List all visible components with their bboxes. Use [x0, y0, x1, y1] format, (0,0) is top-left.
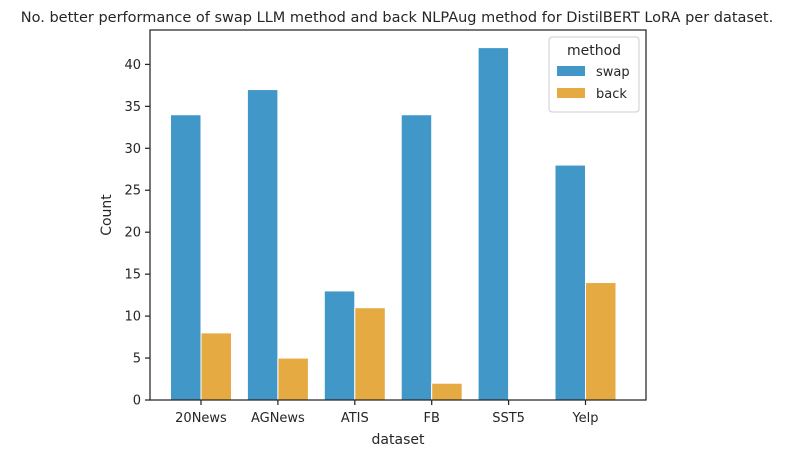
chart-title: No. better performance of swap LLM metho… — [21, 10, 773, 26]
bar-swap-20News — [170, 114, 202, 401]
x-axis-label: dataset — [372, 432, 425, 448]
bar-swap-FB — [400, 114, 433, 401]
plot-frame — [149, 29, 647, 401]
x-tick-label: SST5 — [492, 411, 525, 426]
bar-back-Yelp — [585, 282, 617, 401]
bar-back-20News — [200, 332, 232, 401]
bar-back-FB — [431, 382, 463, 401]
y-tick-label: 15 — [124, 268, 141, 283]
legend-label-back: back — [596, 87, 627, 102]
legend-label-swap: swap — [596, 65, 630, 80]
y-tick-label: 20 — [124, 226, 141, 241]
bar-swap-ATIS — [323, 290, 356, 401]
x-tick-label: ATIS — [341, 411, 369, 426]
bar-swap-SST5 — [477, 47, 510, 401]
x-tick-label: 20News — [175, 411, 227, 426]
x-tick-label: AGNews — [251, 411, 305, 426]
legend-swatch-swap — [557, 66, 585, 76]
legend-title: method — [567, 43, 621, 59]
y-axis: 0 5 10 15 20 25 30 35 40 — [124, 58, 150, 409]
y-tick-label: 5 — [133, 352, 141, 367]
x-axis: 20News AGNews ATIS FB SST5 Yelp — [175, 400, 599, 426]
y-tick-label: 0 — [133, 394, 141, 409]
bars-layer — [170, 47, 617, 401]
y-tick-label: 35 — [124, 100, 141, 115]
y-tick-label: 40 — [124, 58, 141, 73]
y-tick-label: 30 — [124, 142, 141, 157]
legend: method swap back — [548, 36, 640, 113]
x-tick-label: FB — [423, 411, 439, 426]
bar-swap-AGNews — [246, 89, 279, 401]
bar-swap-Yelp — [554, 164, 586, 401]
x-tick-label: Yelp — [571, 411, 598, 426]
y-axis-label: Count — [99, 194, 115, 236]
bar-back-ATIS — [354, 307, 386, 401]
bar-back-AGNews — [277, 357, 309, 401]
legend-swatch-back — [557, 88, 585, 98]
y-tick-label: 25 — [124, 184, 141, 199]
y-tick-label: 10 — [124, 310, 141, 325]
